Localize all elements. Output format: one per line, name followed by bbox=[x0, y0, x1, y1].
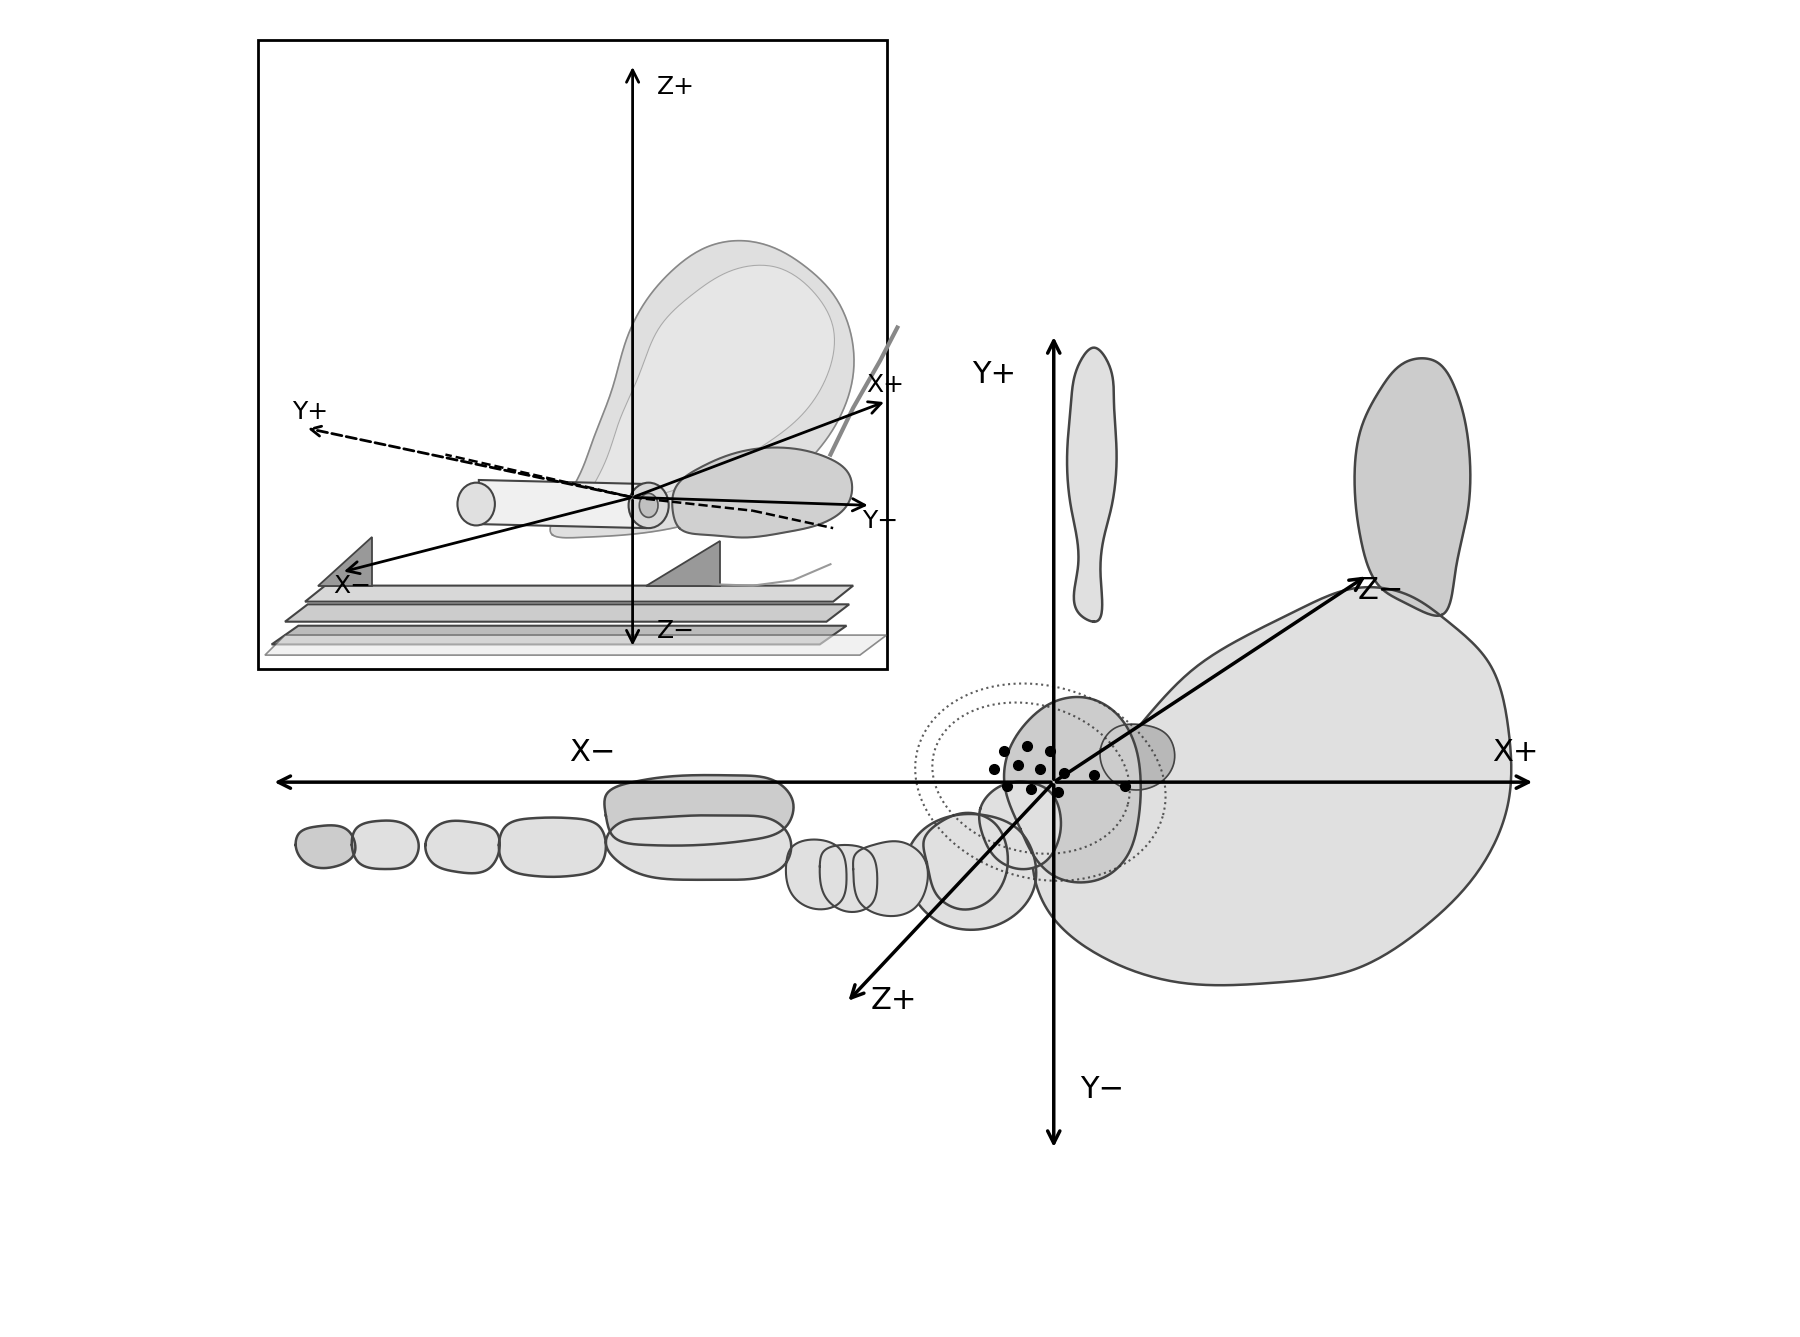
Text: X+: X+ bbox=[866, 373, 905, 397]
Polygon shape bbox=[1004, 697, 1141, 882]
Polygon shape bbox=[819, 845, 877, 912]
Polygon shape bbox=[1067, 348, 1116, 622]
Polygon shape bbox=[605, 775, 794, 845]
Text: Y−: Y− bbox=[862, 509, 898, 533]
Polygon shape bbox=[304, 586, 853, 602]
Polygon shape bbox=[351, 821, 419, 869]
Polygon shape bbox=[272, 626, 846, 644]
Polygon shape bbox=[1355, 358, 1471, 616]
Polygon shape bbox=[499, 817, 607, 877]
Ellipse shape bbox=[639, 493, 659, 517]
Text: Z+: Z+ bbox=[871, 985, 916, 1015]
Polygon shape bbox=[578, 265, 835, 521]
Polygon shape bbox=[265, 635, 887, 655]
Bar bbox=[257, 40, 887, 668]
Polygon shape bbox=[853, 841, 929, 916]
Polygon shape bbox=[1100, 725, 1175, 790]
Text: Y−: Y− bbox=[1080, 1075, 1125, 1104]
Text: Y+: Y+ bbox=[292, 400, 328, 424]
Polygon shape bbox=[979, 782, 1060, 869]
Ellipse shape bbox=[457, 483, 495, 525]
Polygon shape bbox=[284, 604, 850, 622]
Text: X+: X+ bbox=[1492, 738, 1539, 767]
Text: Z+: Z+ bbox=[657, 75, 695, 99]
Text: Z−: Z− bbox=[657, 619, 695, 643]
Text: X−: X− bbox=[333, 574, 371, 598]
Polygon shape bbox=[905, 814, 1037, 929]
Polygon shape bbox=[319, 537, 373, 586]
Polygon shape bbox=[923, 813, 1008, 909]
Polygon shape bbox=[671, 448, 851, 537]
Ellipse shape bbox=[628, 483, 668, 528]
Polygon shape bbox=[425, 821, 500, 873]
Polygon shape bbox=[1033, 587, 1512, 985]
Polygon shape bbox=[646, 541, 720, 586]
Polygon shape bbox=[787, 840, 846, 909]
Polygon shape bbox=[607, 816, 792, 880]
Polygon shape bbox=[551, 241, 853, 537]
Text: X−: X− bbox=[569, 738, 616, 767]
Text: Z−: Z− bbox=[1357, 576, 1404, 606]
Polygon shape bbox=[295, 825, 355, 868]
Text: Y+: Y+ bbox=[972, 360, 1017, 389]
Polygon shape bbox=[479, 480, 646, 528]
